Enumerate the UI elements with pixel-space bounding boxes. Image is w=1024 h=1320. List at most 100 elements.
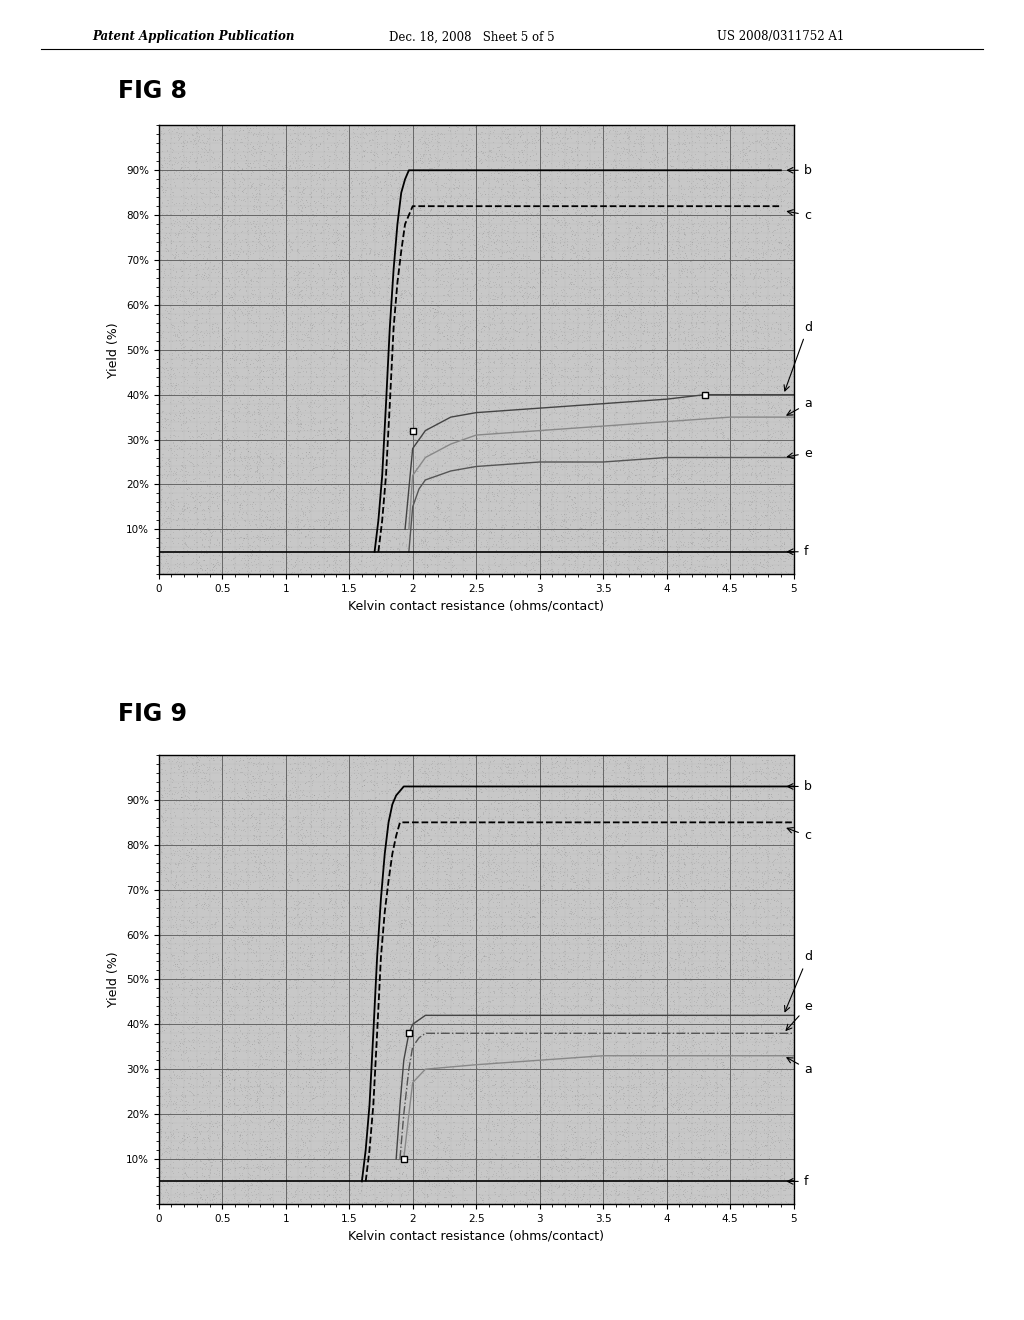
Point: [229, 240, 246, 261]
Point: [643, 1177, 659, 1199]
Point: [357, 1015, 374, 1036]
Point: [507, 239, 523, 260]
Point: [567, 496, 584, 517]
Point: [689, 924, 706, 945]
Point: [784, 1024, 801, 1045]
Point: [606, 372, 623, 393]
Point: [764, 777, 780, 799]
Point: [770, 1130, 786, 1151]
Point: [368, 327, 384, 348]
Point: [510, 1135, 526, 1156]
Point: [735, 334, 752, 355]
Point: [250, 231, 266, 252]
Point: [700, 747, 717, 768]
Point: [299, 956, 315, 977]
Point: [543, 866, 559, 887]
Point: [770, 1114, 786, 1135]
Point: [454, 1053, 470, 1074]
Point: [756, 843, 772, 865]
Point: [453, 133, 469, 154]
Point: [532, 998, 549, 1019]
Point: [756, 956, 772, 977]
Point: [334, 335, 350, 356]
Point: [288, 1043, 304, 1064]
Point: [429, 432, 445, 453]
Point: [466, 450, 482, 471]
Point: [457, 824, 473, 845]
Point: [482, 1093, 499, 1114]
Point: [213, 842, 229, 863]
Point: [733, 958, 750, 979]
Point: [471, 1071, 487, 1092]
Point: [541, 302, 557, 323]
Point: [531, 887, 548, 908]
Point: [674, 389, 690, 411]
Point: [253, 144, 269, 165]
Point: [684, 787, 700, 808]
Point: [680, 318, 696, 339]
Point: [370, 833, 386, 854]
Point: [498, 1080, 514, 1101]
Point: [239, 127, 255, 148]
Point: [201, 1164, 217, 1185]
Point: [298, 990, 314, 1011]
Point: [545, 430, 561, 451]
Point: [529, 1082, 546, 1104]
Point: [499, 810, 515, 832]
Point: [298, 1088, 314, 1109]
Point: [669, 1168, 685, 1189]
Point: [482, 1130, 499, 1151]
Point: [444, 1003, 461, 1024]
Point: [322, 150, 338, 172]
Point: [360, 873, 377, 894]
Point: [773, 792, 790, 813]
Point: [254, 788, 270, 809]
Point: [469, 177, 485, 198]
Point: [362, 936, 379, 957]
Point: [395, 1005, 412, 1026]
Point: [225, 1068, 242, 1089]
Point: [178, 1127, 195, 1148]
Point: [407, 520, 423, 541]
Point: [444, 1014, 461, 1035]
Point: [673, 216, 689, 238]
Point: [178, 329, 195, 350]
Point: [532, 391, 549, 412]
Point: [769, 432, 785, 453]
Point: [559, 948, 575, 969]
Point: [772, 1015, 788, 1036]
Point: [512, 403, 528, 424]
Point: [611, 475, 628, 496]
Point: [669, 308, 685, 329]
Point: [621, 1189, 637, 1210]
Point: [566, 853, 583, 874]
Point: [593, 224, 609, 246]
Point: [700, 528, 717, 549]
Point: [571, 116, 588, 137]
Point: [476, 1076, 493, 1097]
Point: [658, 345, 675, 366]
Point: [716, 252, 732, 273]
Point: [581, 487, 597, 508]
Point: [293, 412, 309, 433]
Point: [314, 417, 331, 438]
Point: [198, 1064, 214, 1085]
Point: [596, 1028, 612, 1049]
Point: [213, 797, 229, 818]
Point: [647, 457, 664, 478]
Point: [589, 428, 605, 449]
Point: [684, 314, 700, 335]
Point: [441, 876, 458, 898]
Point: [647, 364, 664, 385]
Point: [223, 360, 240, 381]
Point: [262, 488, 279, 510]
Point: [568, 825, 585, 846]
Point: [384, 356, 400, 378]
Point: [257, 1143, 273, 1164]
Point: [731, 400, 748, 421]
Point: [659, 426, 676, 447]
Point: [663, 1089, 679, 1110]
Point: [733, 810, 750, 832]
Point: [672, 1078, 688, 1100]
Point: [757, 209, 773, 230]
